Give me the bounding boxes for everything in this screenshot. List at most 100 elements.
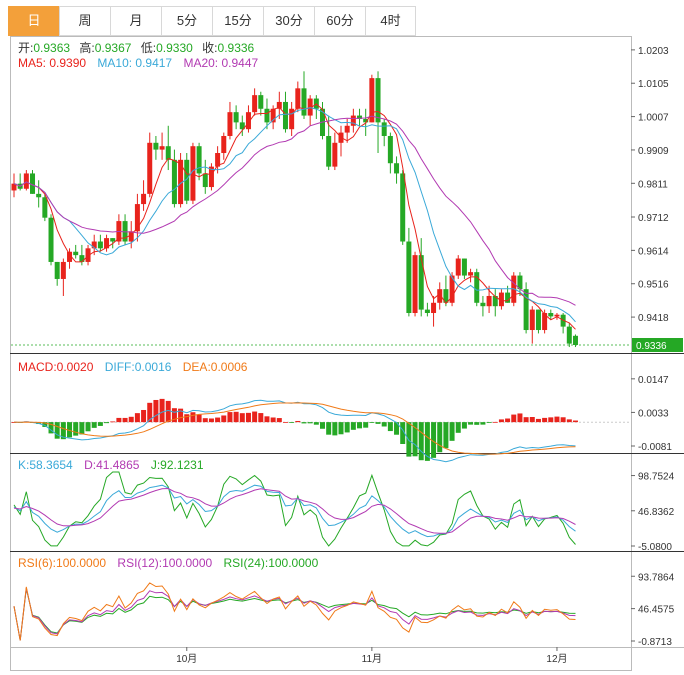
macd-bar <box>480 422 486 425</box>
candle-body <box>486 295 492 307</box>
tab-6[interactable]: 60分 <box>314 6 365 36</box>
x-tick-label: 12月 <box>546 653 567 665</box>
rsi24-line <box>13 588 576 641</box>
tab-1[interactable]: 周 <box>59 6 110 36</box>
macd-bar <box>190 412 196 423</box>
macd-value: 0.0020 <box>57 360 94 374</box>
candle-body <box>141 193 147 205</box>
diff-value: 0.0016 <box>135 360 172 374</box>
rsi12-label: RSI(12): <box>117 556 162 570</box>
candle-body <box>375 78 381 123</box>
rsi-panel <box>13 582 576 641</box>
y-tick-label: 1.0007 <box>638 113 669 124</box>
macd-legend: MACD:0.0020 DIFF:0.0016 DEA:0.0006 <box>18 360 248 374</box>
tab-0[interactable]: 日 <box>8 6 59 36</box>
macd-bar <box>165 400 171 423</box>
ma-legend: MA5: 0.9390 MA10: 0.9417 MA20: 0.9447 <box>18 56 258 70</box>
macd-bar <box>566 419 572 423</box>
macd-bar <box>60 422 66 440</box>
macd-bar <box>542 417 548 423</box>
rsi24-value: 100.0000 <box>268 556 318 570</box>
candle-body <box>239 122 245 130</box>
macd-bar <box>110 421 116 423</box>
candle-body <box>36 193 42 198</box>
macd-bar <box>153 399 159 423</box>
candle-body <box>492 295 498 307</box>
candle-body <box>73 251 79 256</box>
candle-body <box>418 255 424 310</box>
ma5-value: 0.9390 <box>49 56 86 70</box>
macd-bar <box>572 420 578 423</box>
macd-bar <box>313 422 319 425</box>
macd-bar <box>104 422 110 424</box>
candle-body <box>104 238 110 249</box>
dea-label: DEA: <box>183 360 211 374</box>
macd-bar <box>344 422 350 433</box>
candle-body <box>289 108 295 130</box>
y-tick-label: 0.9516 <box>638 280 669 291</box>
candle-body <box>110 238 116 242</box>
macd-bar <box>369 422 375 423</box>
macd-bar <box>215 417 221 423</box>
y-tick-label: 46.8362 <box>638 507 675 518</box>
macd-bar <box>455 422 461 433</box>
macd-bar <box>221 415 227 423</box>
tab-3[interactable]: 5分 <box>161 6 212 36</box>
kdj-panel <box>13 471 576 547</box>
macd-bar <box>400 422 406 444</box>
ma5-line <box>13 103 576 330</box>
candle-body <box>233 112 239 123</box>
candle-body <box>523 289 529 331</box>
rsi6-line <box>13 582 576 641</box>
candle-body <box>202 173 208 188</box>
ma10-value: 0.9417 <box>135 56 172 70</box>
rsi12-value: 100.0000 <box>162 556 212 570</box>
candle-body <box>221 135 227 154</box>
candle-body <box>178 159 184 205</box>
macd-bar <box>529 417 535 423</box>
rsi-legend: RSI(6):100.0000 RSI(12):100.0000 RSI(24)… <box>18 556 319 570</box>
macd-panel <box>11 398 631 463</box>
y-tick-label: 0.0033 <box>638 408 669 419</box>
candle-body <box>190 146 196 201</box>
tab-2[interactable]: 月 <box>110 6 161 36</box>
candle-body <box>455 258 461 276</box>
macd-bar <box>523 417 529 423</box>
candle-body <box>412 255 418 314</box>
candle-body <box>128 231 134 242</box>
candle-body <box>171 159 177 205</box>
d-line <box>13 487 576 534</box>
candle-body <box>227 112 233 136</box>
tab-4[interactable]: 15分 <box>212 6 263 36</box>
macd-bar <box>332 422 338 436</box>
macd-bar <box>233 411 239 423</box>
candle-body <box>505 292 511 303</box>
macd-bar <box>412 422 418 457</box>
y-tick-label: -0.8713 <box>638 637 672 648</box>
y-tick-label: 1.0105 <box>638 79 669 90</box>
tab-7[interactable]: 4时 <box>365 6 416 36</box>
macd-bar <box>381 422 387 427</box>
candle-body <box>468 272 474 276</box>
tab-5[interactable]: 30分 <box>263 6 314 36</box>
macd-bar <box>394 422 400 435</box>
macd-bar <box>42 422 48 427</box>
candle-body <box>363 118 369 123</box>
rsi6-label: RSI(6): <box>18 556 56 570</box>
macd-bar <box>295 420 301 423</box>
candle-body <box>134 204 140 232</box>
candle-body <box>449 275 455 303</box>
candle-body <box>276 101 282 109</box>
candle-body <box>301 88 307 116</box>
macd-bar <box>554 416 560 423</box>
candle-body <box>566 326 572 344</box>
candle-body <box>196 146 202 174</box>
macd-bar <box>67 422 73 438</box>
macd-bar <box>97 422 103 426</box>
candle-body <box>326 135 332 167</box>
macd-bar <box>468 422 474 425</box>
macd-bar <box>79 422 85 435</box>
y-tick-label: 0.0147 <box>638 375 669 386</box>
candle-body <box>282 101 288 130</box>
macd-bar <box>289 422 295 423</box>
